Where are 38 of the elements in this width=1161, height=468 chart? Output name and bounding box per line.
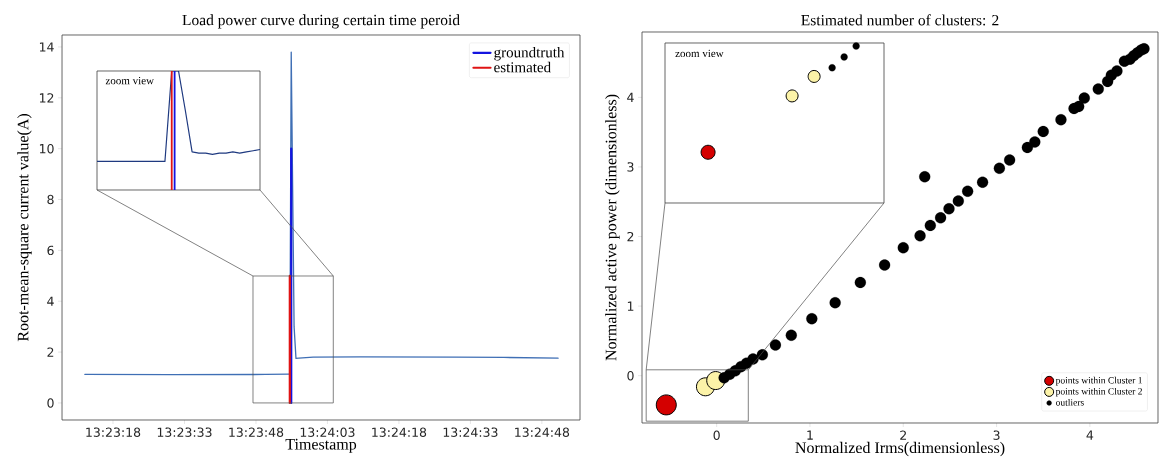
x-tick-label: 13:23:48 <box>229 427 284 437</box>
x-axis-title: Timestamp <box>285 438 357 453</box>
x-tick-label: 13:24:48 <box>515 427 570 437</box>
x-tick-label: 3 <box>993 430 1000 440</box>
y-axis-title: Normalized active power (dimensionless) <box>605 94 620 361</box>
y-tick-label: 2 <box>47 347 54 357</box>
chart-title: Estimated number of clusters: 2 <box>801 14 999 26</box>
legend-label: points within Cluster 1 <box>1055 376 1142 386</box>
annotation: zoom view <box>675 49 724 58</box>
x-axis-title: Normalized Irms(dimensionless) <box>795 441 1005 457</box>
legend-label: points within Cluster 2 <box>1055 387 1142 397</box>
x-tick-label: 13:23:33 <box>157 427 212 437</box>
y-tick-label: 0 <box>47 398 54 408</box>
y-tick-label: 6 <box>47 245 54 256</box>
y-tick-label: 8 <box>47 194 54 205</box>
x-tick-label: 13:24:03 <box>300 427 355 437</box>
x-tick-label: 4 <box>1086 430 1094 440</box>
x-tick-label: 0 <box>713 430 720 440</box>
y-tick-label: 12 <box>39 93 54 103</box>
legend-label: estimated <box>494 61 551 73</box>
x-tick-label: 13:24:18 <box>372 427 427 437</box>
legend-label: groundtruth <box>494 46 565 61</box>
y-tick-label: 1 <box>627 301 634 311</box>
x-tick-label: 2 <box>900 430 906 440</box>
y-tick-label: 10 <box>39 143 54 154</box>
y-tick-label: 4 <box>627 92 634 102</box>
y-tick-label: 14 <box>39 42 54 52</box>
x-tick-label: 13:23:18 <box>86 427 141 437</box>
annotation: zoom view <box>105 76 154 85</box>
x-tick-label: 1 <box>807 430 813 440</box>
y-tick-label: 3 <box>627 162 634 172</box>
y-tick-label: 0 <box>627 370 634 381</box>
y-axis-title: Root-mean-square current value(A) <box>17 114 32 342</box>
x-tick-label: 13:24:33 <box>443 427 498 437</box>
y-tick-label: 4 <box>47 296 54 306</box>
y-tick-label: 2 <box>627 231 634 242</box>
legend-label: outliers <box>1056 398 1084 406</box>
chart-title: Load power curve during certain time peroid <box>182 14 460 29</box>
